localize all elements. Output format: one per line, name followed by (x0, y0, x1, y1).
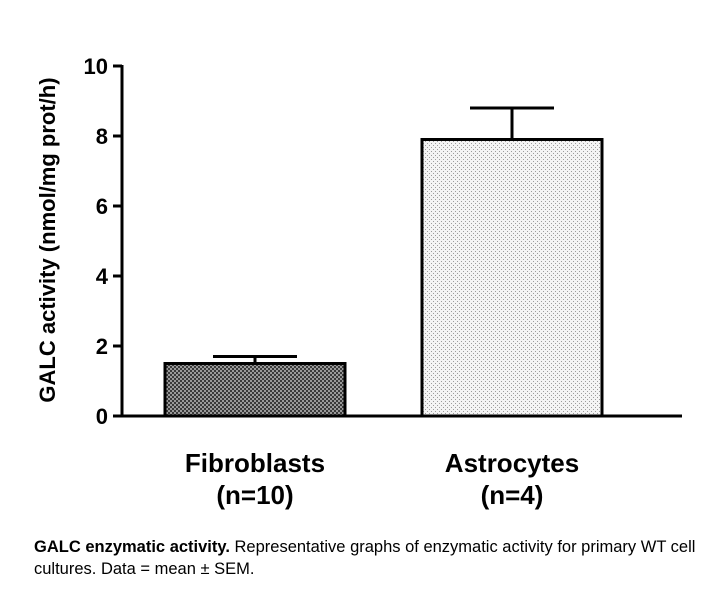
bars (163, 138, 604, 418)
bar-astrocytes (420, 138, 604, 418)
x-category-sublabel: (n=10) (216, 480, 293, 510)
x-axis-labels: Fibroblasts(n=10) Astrocytes(n=4) (185, 448, 579, 510)
y-tick-label: 6 (96, 194, 108, 219)
x-category-sublabel: (n=4) (481, 480, 544, 510)
bar-fibroblasts (163, 362, 347, 418)
y-tick-label: 0 (96, 404, 108, 429)
figure-caption: GALC enzymatic activity. Representative … (34, 536, 714, 580)
y-tick-label: 4 (96, 264, 109, 289)
error-bars (213, 106, 554, 364)
x-category-label: Fibroblasts (185, 448, 325, 478)
y-axis-title: GALC activity (nmol/mg prot/h) (35, 77, 60, 402)
y-tick-label: 10 (84, 54, 108, 79)
bar-chart: 0 2 4 6 8 10 Fibroblasts(n=10) Astrocytes(n=4)… (35, 54, 682, 510)
x-category-label: Astrocytes (445, 448, 579, 478)
caption-title: GALC enzymatic activity. (34, 538, 230, 556)
y-tick-label: 2 (96, 334, 108, 359)
y-tick-label: 8 (96, 124, 108, 149)
caption-text: Representative graphs of enzymatic activ… (34, 538, 696, 578)
